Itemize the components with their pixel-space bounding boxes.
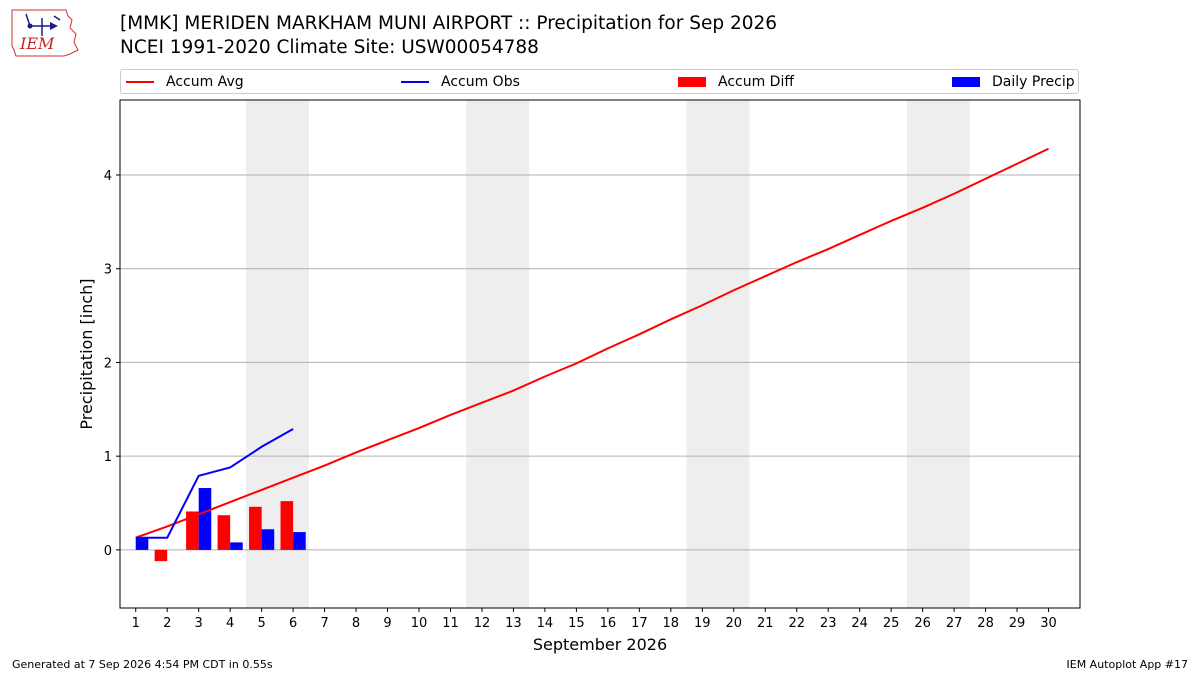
y-gridlines xyxy=(120,174,1080,551)
legend-label-daily-precip: Daily Precip xyxy=(992,73,1075,90)
chart-title-line1: [MMK] MERIDEN MARKHAM MUNI AIRPORT :: Pr… xyxy=(120,13,778,34)
x-axis-label: September 2026 xyxy=(533,635,667,654)
x-tick-label-28: 28 xyxy=(977,616,994,631)
legend-swatch-accum-avg xyxy=(126,80,154,83)
x-tick-label-2: 2 xyxy=(163,616,171,631)
x-tick-label-15: 15 xyxy=(568,616,585,631)
x-tick-label-1: 1 xyxy=(132,616,140,631)
x-tick-label-18: 18 xyxy=(663,616,680,631)
x-tick-label-19: 19 xyxy=(694,616,711,631)
x-tick-label-7: 7 xyxy=(320,616,328,631)
chart-title-line2: NCEI 1991-2020 Climate Site: USW00054788 xyxy=(120,37,539,58)
weekend-shading xyxy=(245,100,970,608)
y-tick-label-2: 2 xyxy=(104,356,112,371)
x-axis-ticks: 1 2 3 4 5 6 7 8 9 10 11 12 13 14 15 16 17 18 19 20 21 22 23 24 2… xyxy=(132,608,1057,631)
x-tick-label-16: 16 xyxy=(600,616,617,631)
legend-item-daily-precip: Daily Precip xyxy=(952,70,1075,93)
x-tick-label-11: 11 xyxy=(442,616,459,631)
x-tick-label-17: 17 xyxy=(631,616,648,631)
x-tick-label-24: 24 xyxy=(851,616,868,631)
daily-precip-bar-day-6 xyxy=(293,532,306,550)
generated-timestamp: Generated at 7 Sep 2026 4:54 PM CDT in 0… xyxy=(12,658,273,671)
chart-title: [MMK] MERIDEN MARKHAM MUNI AIRPORT :: Pr… xyxy=(120,12,777,60)
y-tick-label-0: 0 xyxy=(104,544,112,559)
x-tick-label-5: 5 xyxy=(257,616,265,631)
x-tick-label-4: 4 xyxy=(226,616,234,631)
x-tick-label-12: 12 xyxy=(474,616,491,631)
y-axis-ticks: 0 1 2 3 4 xyxy=(104,169,120,559)
legend-label-accum-obs: Accum Obs xyxy=(441,73,520,90)
y-axis-label: Precipitation [inch] xyxy=(77,278,96,429)
x-tick-label-20: 20 xyxy=(725,616,742,631)
x-tick-label-21: 21 xyxy=(757,616,774,631)
legend-swatch-daily-precip xyxy=(952,76,980,87)
accum-diff-bar-day-5 xyxy=(249,506,262,550)
bar-series xyxy=(135,488,306,562)
app-label: IEM Autoplot App #17 xyxy=(1066,658,1189,671)
daily-precip-bar-day-3 xyxy=(198,488,212,550)
x-tick-label-30: 30 xyxy=(1040,616,1057,631)
legend-item-accum-diff: Accum Diff xyxy=(678,70,794,93)
accum-diff-bar-day-3 xyxy=(186,511,199,550)
weekend-band-3 xyxy=(686,100,750,608)
x-tick-label-9: 9 xyxy=(383,616,391,631)
y-tick-label-3: 3 xyxy=(104,263,112,278)
x-tick-label-22: 22 xyxy=(788,616,805,631)
accum-diff-bar-day-2 xyxy=(154,549,168,562)
x-tick-label-23: 23 xyxy=(820,616,837,631)
legend-item-accum-obs: Accum Obs xyxy=(401,70,520,93)
line-series xyxy=(135,147,1049,539)
legend-item-accum-avg: Accum Avg xyxy=(126,70,244,93)
daily-precip-bar-day-5 xyxy=(261,529,275,550)
x-tick-label-6: 6 xyxy=(289,616,297,631)
plot-frame xyxy=(119,99,1081,609)
legend-swatch-accum-diff xyxy=(678,76,706,87)
y-tick-label-1: 1 xyxy=(104,450,112,465)
x-tick-label-29: 29 xyxy=(1009,616,1026,631)
iem-logo: IEM xyxy=(11,9,79,57)
daily-precip-bar-day-1 xyxy=(135,537,149,550)
x-tick-label-13: 13 xyxy=(505,616,522,631)
x-tick-label-8: 8 xyxy=(352,616,360,631)
chart-legend: Accum Avg Accum Obs Accum Diff Daily Pre… xyxy=(120,69,1079,94)
weekend-band-2 xyxy=(466,100,530,608)
weekend-band-4 xyxy=(906,100,970,608)
legend-label-accum-avg: Accum Avg xyxy=(166,73,244,90)
accum-avg-line xyxy=(135,147,1049,539)
y-tick-label-4: 4 xyxy=(104,169,112,184)
x-tick-label-3: 3 xyxy=(195,616,203,631)
accum-diff-bar-day-6 xyxy=(280,501,294,550)
x-tick-label-10: 10 xyxy=(411,616,428,631)
accum-obs-line xyxy=(135,428,294,539)
accum-diff-bar-day-4 xyxy=(217,515,231,550)
x-tick-label-14: 14 xyxy=(537,616,554,631)
x-tick-label-25: 25 xyxy=(883,616,900,631)
x-tick-label-26: 26 xyxy=(914,616,931,631)
legend-swatch-accum-obs xyxy=(401,80,429,83)
x-tick-label-27: 27 xyxy=(946,616,963,631)
daily-precip-bar-day-4 xyxy=(230,542,243,550)
legend-label-accum-diff: Accum Diff xyxy=(718,73,795,90)
iem-logo-text: IEM xyxy=(19,34,55,53)
